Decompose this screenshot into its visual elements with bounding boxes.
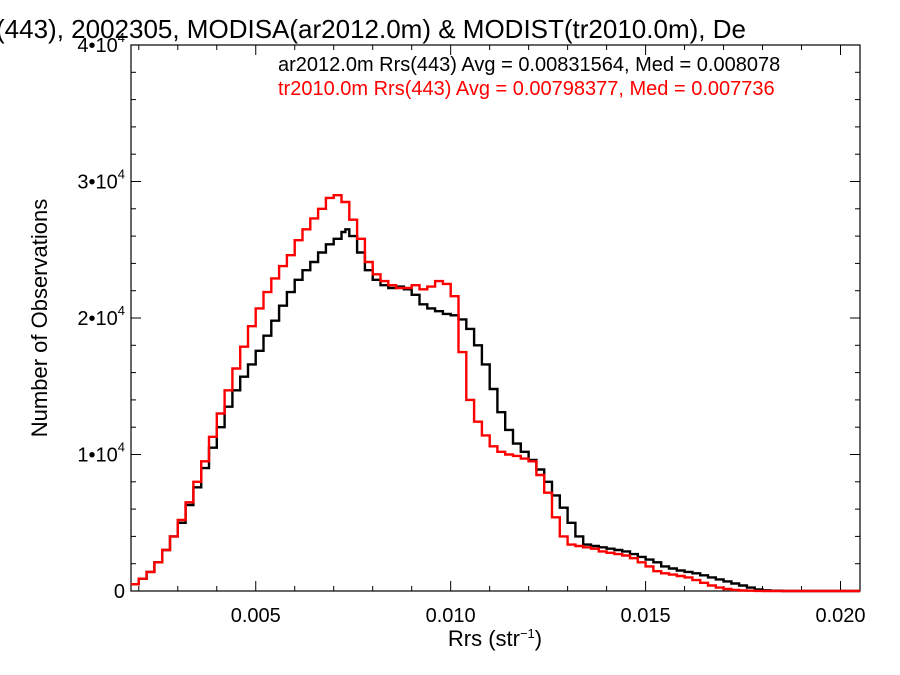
y-tick-label-base: 0 [114, 581, 125, 603]
x-tick-label: 0.020 [815, 605, 865, 627]
y-tick-label: 0 [114, 581, 125, 603]
legend-entry-tr2010: tr2010.0m Rrs(443) Avg = 0.00798377, Med… [278, 78, 775, 100]
y-tick-label-base: 4•10 [77, 35, 117, 57]
series-layer [131, 194, 860, 593]
x-tick-label: 0.010 [426, 605, 476, 627]
plot-area [130, 44, 861, 592]
plot-frame [130, 44, 861, 592]
y-tick-label: 3•104 [77, 167, 125, 194]
axis-ticks: 0.005 0.010 0.015 0.02001•1042•1043•1044•10… [77, 30, 865, 627]
x-axis-label-tail: ) [535, 626, 542, 651]
y-tick-label-exp: 4 [118, 30, 125, 45]
x-axis-label-base: Rrs (str [448, 626, 520, 651]
x-tick-label: 0.015 [621, 605, 671, 627]
y-tick-label-base: 1•10 [77, 445, 117, 467]
y-tick-label: 2•104 [77, 303, 125, 330]
y-tick-label-base: 2•10 [77, 308, 117, 330]
x-axis-label-sup: −1 [520, 626, 535, 641]
series-line-ar2012 [131, 228, 860, 593]
y-tick-label-base: 3•10 [77, 172, 117, 194]
y-tick-label-exp: 4 [118, 440, 125, 455]
series-line-tr2010 [131, 194, 860, 593]
y-axis-label: Number of Observations [27, 199, 52, 437]
x-tick-label: 0.005 [231, 605, 281, 627]
y-tick-label: 4•104 [77, 30, 125, 57]
y-tick-label-exp: 4 [118, 167, 125, 182]
y-tick-label-exp: 4 [118, 303, 125, 318]
legend-entry-ar2012: ar2012.0m Rrs(443) Avg = 0.00831564, Med… [278, 54, 780, 76]
y-tick-label: 1•104 [77, 440, 125, 467]
x-axis-label: Rrs (str−1) [448, 626, 542, 651]
chart-title: (443), 2002305, MODISA(ar2012.0m) & MODI… [0, 14, 746, 44]
